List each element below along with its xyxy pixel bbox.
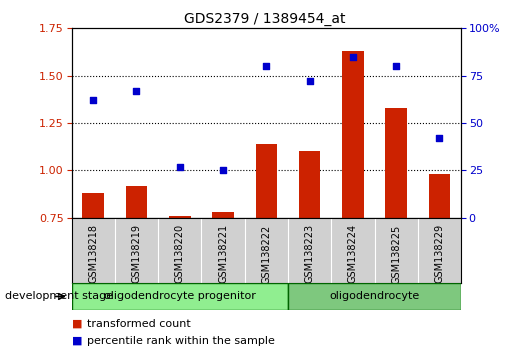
Point xyxy=(435,135,444,141)
Bar xyxy=(342,51,364,218)
Text: GSM138225: GSM138225 xyxy=(391,224,401,284)
Bar xyxy=(72,283,288,310)
Text: GSM138220: GSM138220 xyxy=(175,224,185,284)
Bar xyxy=(169,216,191,218)
Point xyxy=(349,54,357,59)
Bar xyxy=(126,185,147,218)
Text: GDS2379 / 1389454_at: GDS2379 / 1389454_at xyxy=(184,12,346,27)
Point xyxy=(262,63,270,69)
Text: GSM138221: GSM138221 xyxy=(218,224,228,284)
Bar xyxy=(255,144,277,218)
Point xyxy=(392,63,401,69)
Text: oligodendrocyte: oligodendrocyte xyxy=(330,291,420,302)
Bar xyxy=(288,283,461,310)
Bar xyxy=(212,212,234,218)
Bar xyxy=(299,152,321,218)
Point xyxy=(132,88,141,94)
Point xyxy=(89,97,98,103)
Text: transformed count: transformed count xyxy=(87,319,191,329)
Bar xyxy=(429,174,450,218)
Text: oligodendrocyte progenitor: oligodendrocyte progenitor xyxy=(104,291,255,302)
Text: ■: ■ xyxy=(72,319,82,329)
Text: ■: ■ xyxy=(72,336,82,346)
Text: GSM138223: GSM138223 xyxy=(305,224,315,284)
Text: GSM138218: GSM138218 xyxy=(88,224,98,283)
Bar xyxy=(82,193,104,218)
Point xyxy=(219,167,227,173)
Text: GSM138222: GSM138222 xyxy=(261,224,271,284)
Text: GSM138229: GSM138229 xyxy=(435,224,445,284)
Point xyxy=(175,164,184,170)
Text: development stage: development stage xyxy=(5,291,113,302)
Text: GSM138219: GSM138219 xyxy=(131,224,142,283)
Bar xyxy=(385,108,407,218)
Point xyxy=(305,79,314,84)
Text: percentile rank within the sample: percentile rank within the sample xyxy=(87,336,275,346)
Text: GSM138224: GSM138224 xyxy=(348,224,358,284)
